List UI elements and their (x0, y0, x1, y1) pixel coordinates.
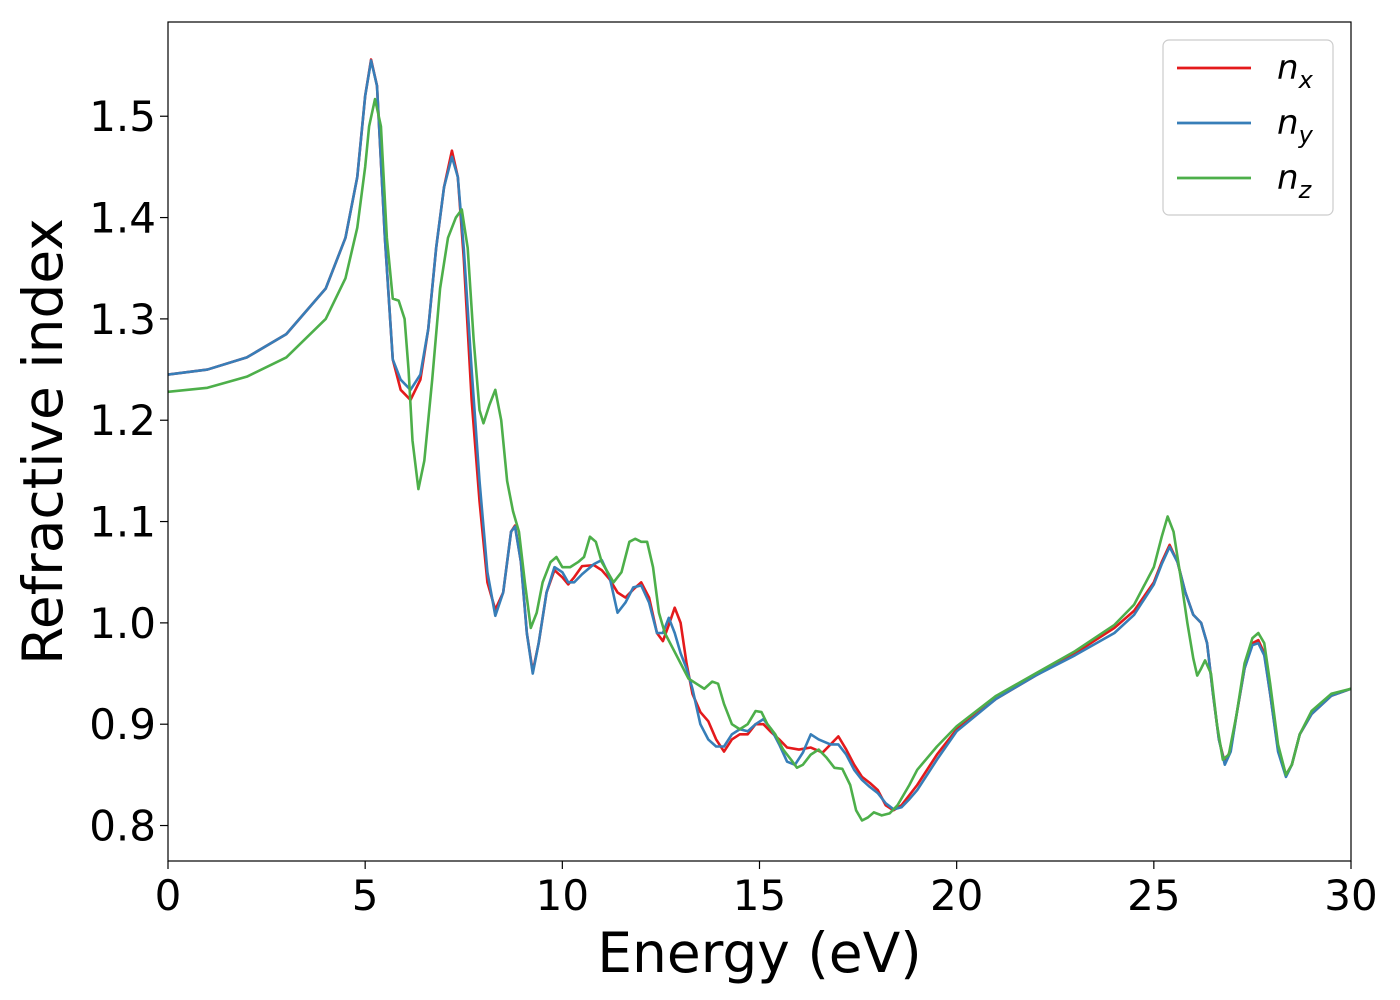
legend-entry-n-x: nx (1177, 48, 1314, 94)
y-tick-label: 1.4 (89, 194, 156, 243)
y-tick-label: 1.3 (89, 295, 156, 344)
y-tick-label: 0.9 (89, 700, 156, 749)
x-tick-label: 25 (1127, 871, 1180, 920)
legend: nx ny nz (1162, 39, 1334, 216)
x-axis-label: Energy (eV) (597, 921, 921, 985)
series-line-n-y (168, 59, 1351, 811)
y-tick-label: 0.8 (89, 802, 156, 851)
series-line-n-z (168, 97, 1351, 822)
y-tick-label: 1.0 (89, 599, 156, 648)
legend-box (1162, 39, 1334, 216)
x-tick-label: 5 (352, 871, 379, 920)
plot-area (168, 58, 1351, 822)
legend-label: ny (1277, 103, 1314, 149)
y-axis-ticks: 0.8 0.9 1.0 1.1 1.2 1.3 1.4 1.5 (89, 92, 168, 851)
x-axis-ticks: 0 5 10 15 20 25 30 (155, 861, 1378, 920)
x-tick-label: 15 (733, 871, 786, 920)
y-axis-label: Refractive index (11, 218, 75, 665)
legend-entry-n-z: nz (1177, 158, 1313, 204)
y-tick-label: 1.5 (89, 92, 156, 141)
x-tick-label: 20 (930, 871, 983, 920)
x-tick-label: 30 (1324, 871, 1377, 920)
legend-label: nx (1277, 48, 1314, 94)
legend-entry-n-y: ny (1177, 103, 1314, 149)
plot-frame (167, 21, 1352, 862)
x-tick-label: 10 (536, 871, 589, 920)
y-tick-label: 1.1 (89, 498, 156, 547)
y-tick-label: 1.2 (89, 396, 156, 445)
legend-label: nz (1277, 158, 1313, 204)
x-tick-label: 0 (155, 871, 182, 920)
